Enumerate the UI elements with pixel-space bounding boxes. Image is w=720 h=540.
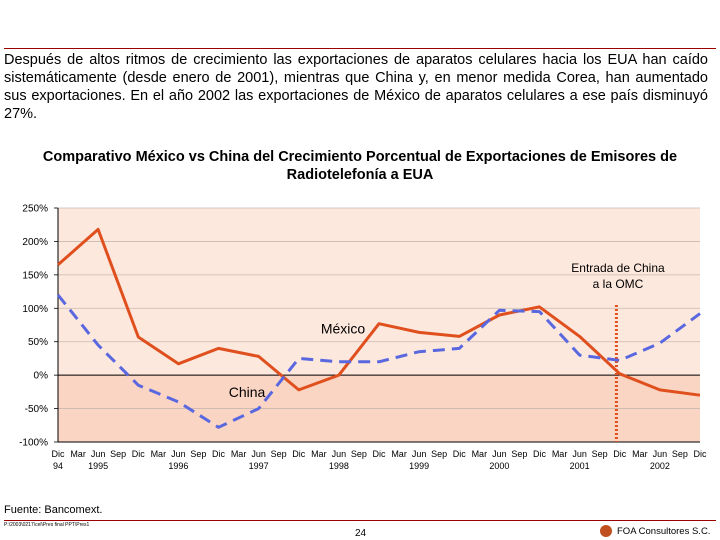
bottom-rule — [4, 520, 716, 521]
x-tick-label: Dic — [212, 449, 225, 459]
x-tick-label: Mar — [70, 449, 86, 459]
x-tick-label: Jun — [251, 449, 266, 459]
x-tick-label: Mar — [391, 449, 407, 459]
x-tick-label: Sep — [271, 449, 287, 459]
x-year-label: 2000 — [489, 461, 509, 471]
x-tick-label: Jun — [572, 449, 587, 459]
y-tick-label: 150% — [22, 270, 48, 281]
x-tick-label: Mar — [632, 449, 648, 459]
y-tick-label: 100% — [22, 304, 48, 315]
x-tick-label: Dic — [373, 449, 386, 459]
source-note: Fuente: Bancomext. — [4, 504, 103, 516]
y-tick-label: 200% — [22, 237, 48, 248]
x-tick-label: Jun — [171, 449, 186, 459]
x-year-label: 94 — [53, 461, 63, 471]
company-name: FOA Consultores S.C. — [617, 526, 711, 537]
y-tick-label: -100% — [19, 438, 48, 449]
mexico-series-line — [57, 227, 701, 397]
china-series-line — [56, 293, 701, 429]
chart-title: Comparativo México vs China del Crecimie… — [42, 149, 678, 183]
china-series-label: China — [229, 384, 266, 400]
x-tick-label: Jun — [653, 449, 668, 459]
y-tick-label: 50% — [28, 337, 48, 348]
file-path: P:\2003\0217\cel\Pres final PPT\Pres1 — [4, 522, 90, 528]
x-tick-label: Jun — [332, 449, 347, 459]
growth-chart: -100% -50% 0% 50% 100% 150% 200% 250% Dic Mar Jun S… — [19, 204, 707, 472]
x-year-label: 2002 — [650, 461, 670, 471]
x-tick-label: Jun — [412, 449, 427, 459]
x-tick-label: Dic — [132, 449, 145, 459]
y-tick-label: -50% — [25, 404, 48, 415]
x-tick-label: Dic — [613, 449, 626, 459]
y-tick-label: 250% — [22, 204, 48, 215]
plot-area-positive — [58, 208, 700, 376]
x-tick-label: Dic — [694, 449, 707, 459]
x-tick-label: Dic — [52, 449, 65, 459]
x-year-label: 1997 — [249, 461, 269, 471]
x-tick-label: Mar — [311, 449, 327, 459]
x-tick-label: Sep — [351, 449, 367, 459]
x-tick-label: Dic — [292, 449, 305, 459]
x-tick-label: Mar — [472, 449, 488, 459]
x-tick-label: Sep — [592, 449, 608, 459]
x-year-label: 1998 — [329, 461, 349, 471]
x-year-label: 1996 — [168, 461, 188, 471]
x-tick-label: Jun — [492, 449, 507, 459]
x-tick-label: Dic — [533, 449, 546, 459]
x-year-label: 1995 — [88, 461, 108, 471]
x-tick-label: Sep — [672, 449, 688, 459]
x-year-label: 2001 — [570, 461, 590, 471]
x-tick-label: Sep — [511, 449, 527, 459]
page-number: 24 — [355, 528, 367, 539]
company-logo-icon — [600, 525, 612, 537]
x-year-label: 1999 — [409, 461, 429, 471]
intro-paragraph: Después de altos ritmos de crecimiento l… — [4, 52, 708, 122]
x-tick-label: Sep — [431, 449, 447, 459]
top-rule — [4, 48, 716, 49]
x-tick-label: Sep — [110, 449, 126, 459]
x-tick-label: Sep — [190, 449, 206, 459]
wto-entry-label-line1: Entrada de China — [571, 261, 665, 275]
mexico-series-label: México — [321, 321, 366, 337]
y-tick-label: 0% — [34, 371, 49, 382]
x-tick-label: Mar — [231, 449, 247, 459]
x-tick-label: Mar — [552, 449, 568, 459]
x-tick-label: Jun — [91, 449, 106, 459]
x-tick-label: Dic — [453, 449, 466, 459]
wto-entry-label-line2: a la OMC — [593, 277, 644, 291]
x-tick-label: Mar — [151, 449, 167, 459]
